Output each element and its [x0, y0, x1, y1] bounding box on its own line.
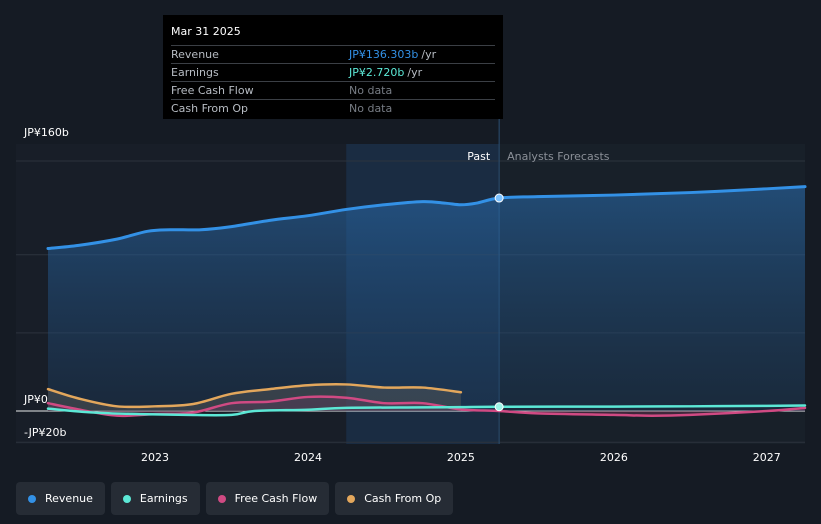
legend-item-revenue[interactable]: Revenue [16, 482, 105, 515]
legend-dot-icon [122, 494, 131, 503]
legend-item-cash-from-op[interactable]: Cash From Op [335, 482, 454, 515]
tooltip-value: No data [349, 102, 393, 115]
y-tick-label: JP¥0 [23, 393, 48, 406]
tooltip-label: Free Cash Flow [171, 84, 254, 97]
tooltip-unit: /yr [407, 66, 423, 79]
tooltip-label: Revenue [171, 48, 219, 61]
x-tick-label: 2023 [141, 451, 169, 464]
past-label: Past [467, 150, 491, 163]
legend-label: Free Cash Flow [234, 492, 318, 505]
legend-dot-icon [347, 494, 356, 503]
tooltip: Mar 31 2025 Revenue JP¥136.303b /yr Earn… [163, 15, 503, 119]
legend-item-free-cash-flow[interactable]: Free Cash Flow [205, 482, 330, 515]
tooltip-value: JP¥2.720b [349, 66, 405, 79]
y-tick-label: JP¥160b [23, 126, 69, 139]
legend-dot-icon [28, 494, 36, 503]
tooltip-row-cash-from-op: Cash From Op No data [171, 99, 495, 117]
x-tick-label: 2025 [447, 451, 475, 464]
x-tick-label: 2027 [753, 451, 781, 464]
x-tick-label: 2026 [600, 451, 628, 464]
legend-label: Revenue [45, 492, 93, 505]
legend-label: Cash From Op [364, 492, 442, 505]
tooltip-unit: /yr [421, 48, 437, 61]
x-tick-label: 2024 [294, 451, 322, 464]
legend-label: Earnings [139, 492, 188, 505]
earnings-marker [494, 402, 504, 412]
cash-from-op-line [46, 383, 463, 409]
tooltip-value: No data [349, 84, 393, 97]
y-tick-label: -JP¥20b [24, 426, 66, 439]
tooltip-label: Earnings [171, 66, 219, 79]
tooltip-date: Mar 31 2025 [171, 25, 241, 38]
tooltip-row-revenue: Revenue JP¥136.303b /yr [171, 45, 495, 63]
revenue-area [48, 186, 805, 411]
revenue-marker [494, 193, 504, 203]
tooltip-value: JP¥136.303b [349, 48, 419, 61]
tooltip-row-free-cash-flow: Free Cash Flow No data [171, 81, 495, 99]
tooltip-row-earnings: Earnings JP¥2.720b /yr [171, 63, 495, 81]
revenue-line [46, 185, 807, 250]
legend-item-earnings[interactable]: Earnings [110, 482, 200, 515]
tooltip-label: Cash From Op [171, 102, 249, 115]
legend: Revenue Earnings Free Cash Flow Cash Fro… [16, 482, 459, 515]
earnings-line [46, 404, 807, 417]
forecast-label: Analysts Forecasts [507, 150, 610, 163]
legend-dot-icon [217, 494, 226, 503]
